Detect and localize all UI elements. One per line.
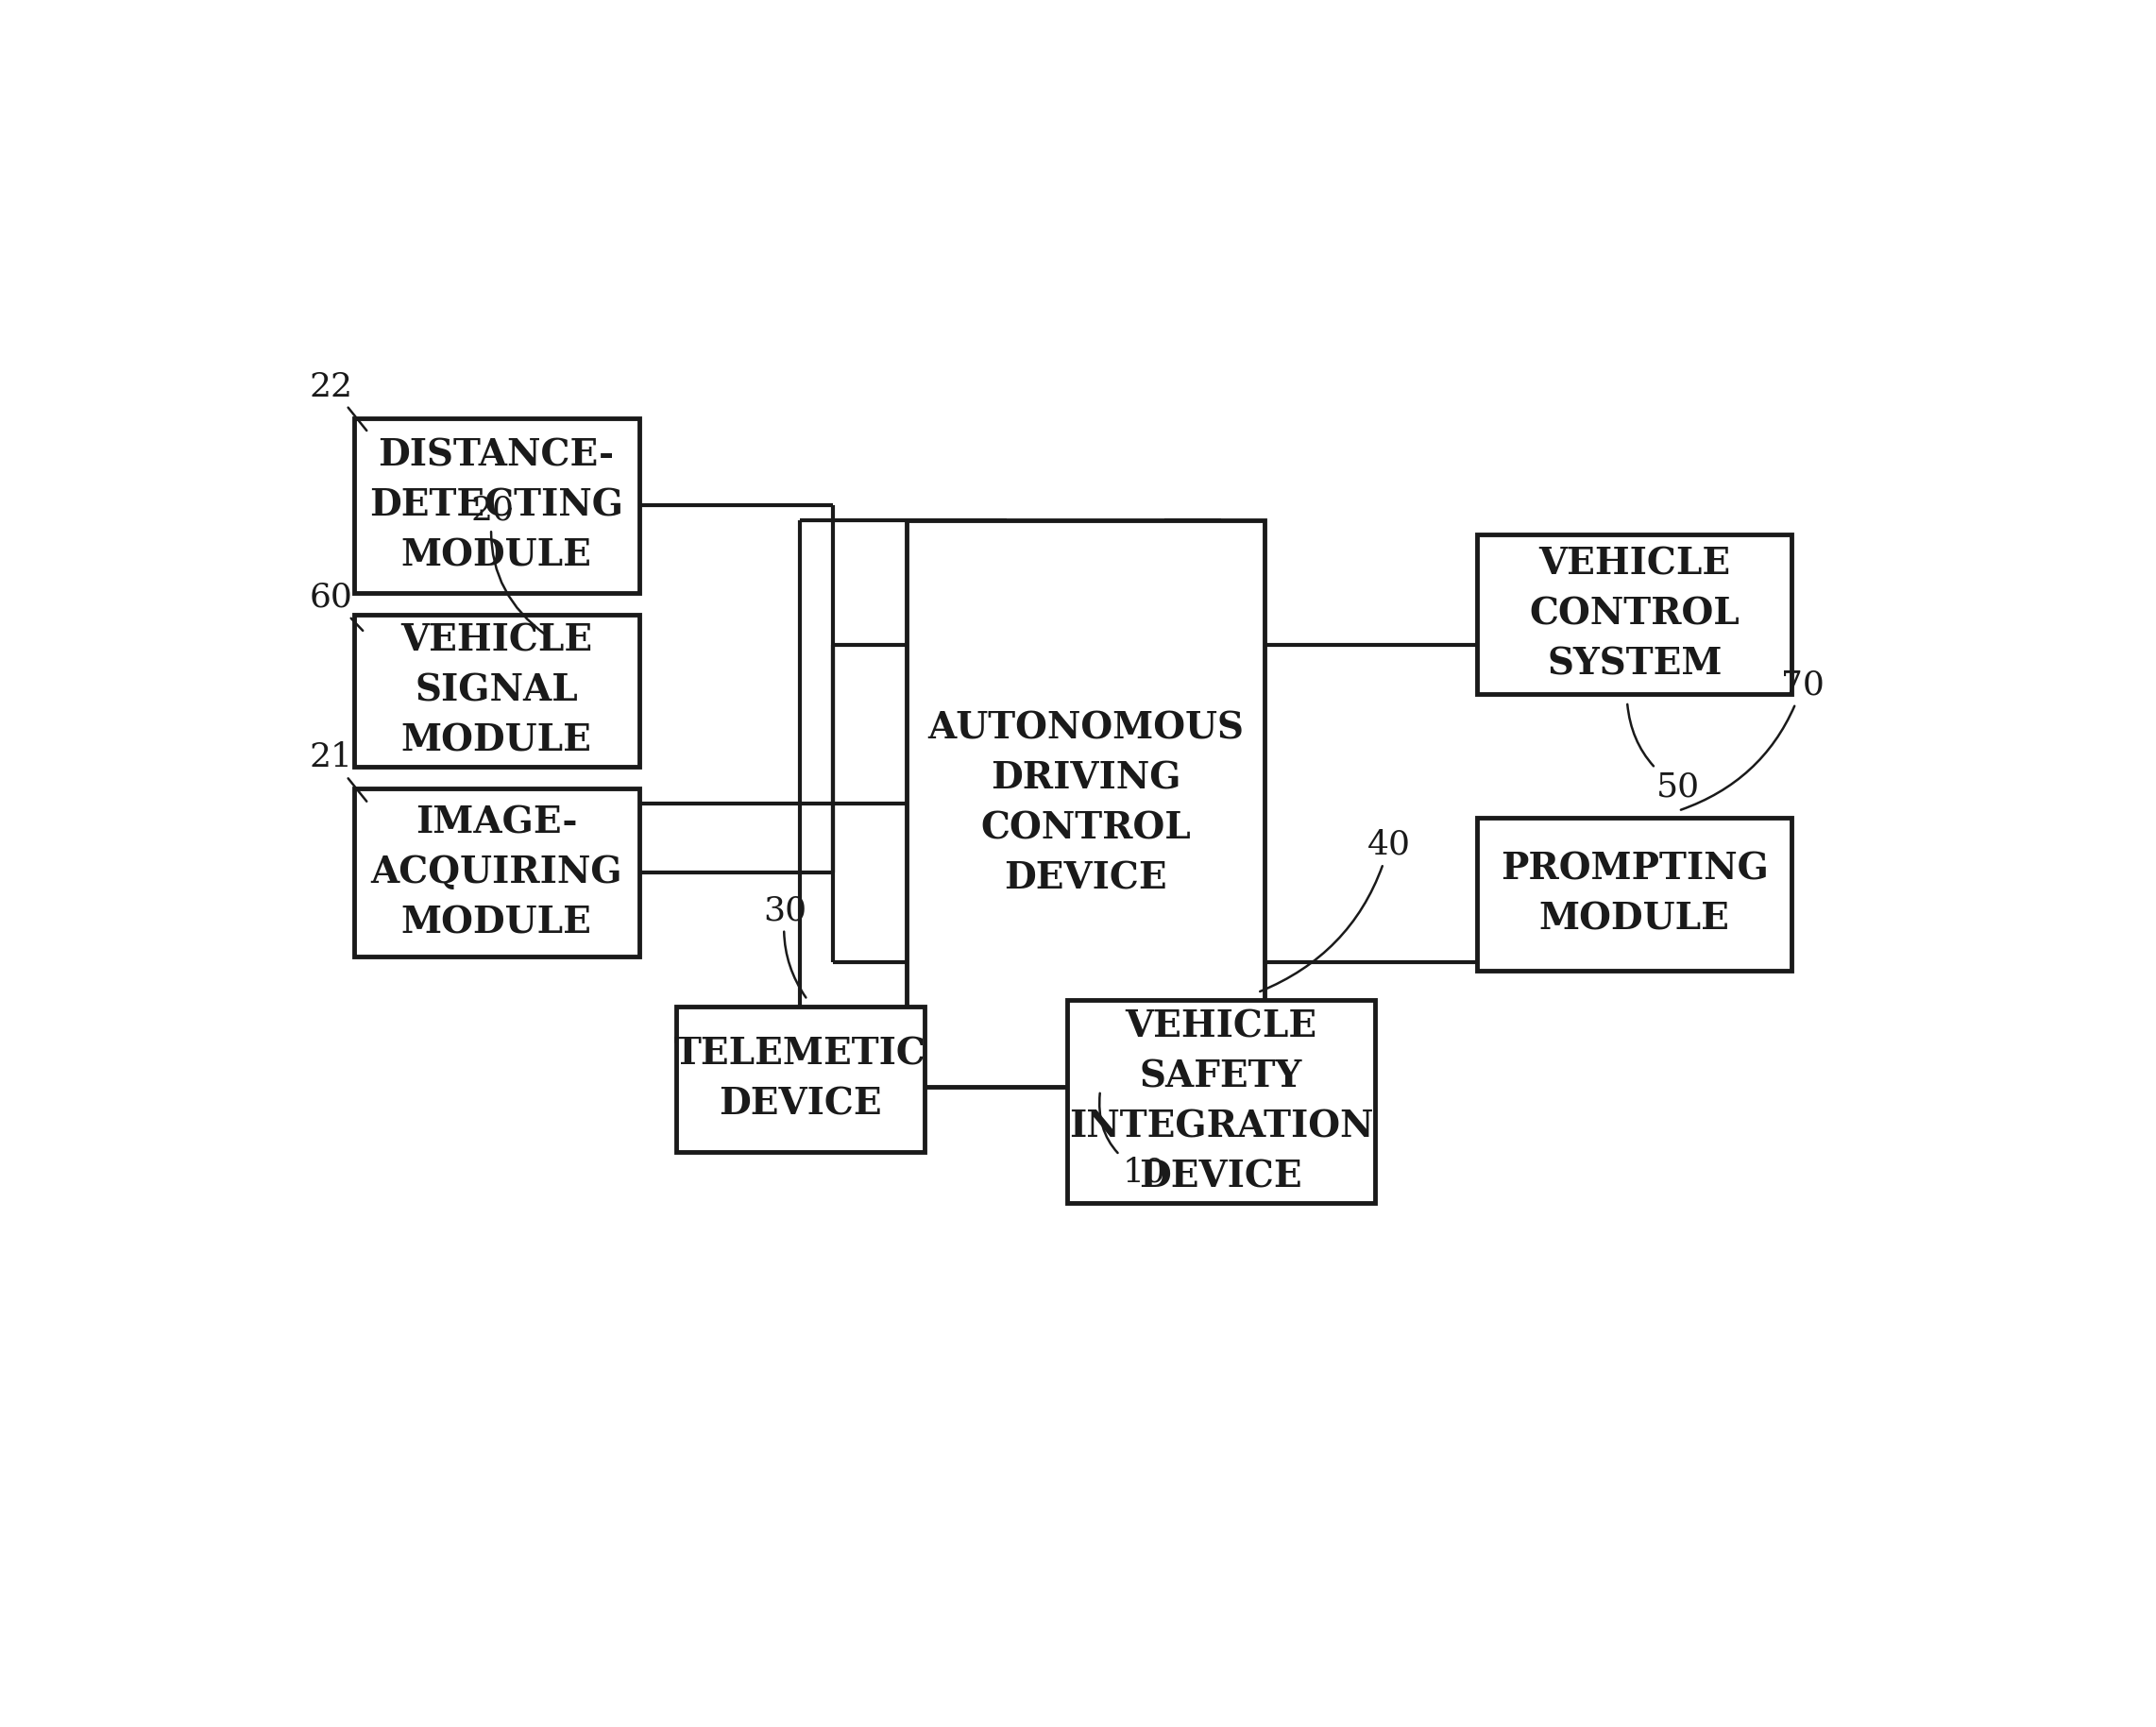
Bar bbox=[354, 789, 638, 957]
Text: PROMPTING
MODULE: PROMPTING MODULE bbox=[1501, 851, 1768, 938]
Text: 20: 20 bbox=[470, 494, 545, 634]
Text: AUTONOMOUS
DRIVING
CONTROL
DEVICE: AUTONOMOUS DRIVING CONTROL DEVICE bbox=[927, 710, 1244, 896]
Text: 40: 40 bbox=[1259, 829, 1410, 991]
Bar bbox=[1067, 1000, 1376, 1204]
Text: TELEMETIC
DEVICE: TELEMETIC DEVICE bbox=[675, 1036, 927, 1123]
Bar bbox=[354, 418, 638, 592]
Text: VEHICLE
SIGNAL
MODULE: VEHICLE SIGNAL MODULE bbox=[401, 623, 593, 758]
Bar bbox=[1477, 534, 1792, 694]
Text: 22: 22 bbox=[310, 371, 367, 430]
Text: 30: 30 bbox=[763, 895, 806, 998]
Text: VEHICLE
SAFETY
INTEGRATION
DEVICE: VEHICLE SAFETY INTEGRATION DEVICE bbox=[1069, 1009, 1373, 1195]
Bar bbox=[906, 520, 1266, 1086]
Text: 21: 21 bbox=[310, 741, 367, 801]
Text: IMAGE-
ACQUIRING
MODULE: IMAGE- ACQUIRING MODULE bbox=[371, 805, 623, 941]
Text: 70: 70 bbox=[1682, 668, 1824, 810]
Bar bbox=[675, 1007, 925, 1152]
Text: DISTANCE-
DETECTING
MODULE: DISTANCE- DETECTING MODULE bbox=[369, 437, 623, 573]
Text: 50: 50 bbox=[1628, 705, 1699, 803]
Text: 10: 10 bbox=[1100, 1093, 1166, 1188]
Text: 60: 60 bbox=[310, 582, 362, 630]
Text: VEHICLE
CONTROL
SYSTEM: VEHICLE CONTROL SYSTEM bbox=[1529, 546, 1740, 682]
Bar bbox=[1477, 819, 1792, 971]
Bar bbox=[354, 615, 638, 767]
